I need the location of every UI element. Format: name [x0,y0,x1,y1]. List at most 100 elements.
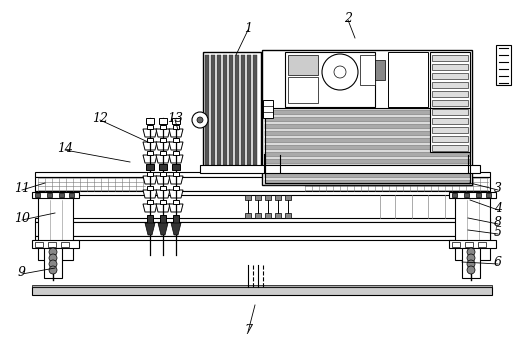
Bar [245,213,251,218]
Text: 12: 12 [92,112,108,125]
Bar [465,242,473,247]
Bar [69,193,74,197]
Bar [159,118,167,124]
Bar [388,52,428,107]
Bar [160,186,166,190]
Bar [432,118,468,124]
Bar [265,173,470,178]
Bar [262,50,472,185]
Circle shape [197,117,203,123]
Bar [265,145,470,150]
Polygon shape [156,204,170,212]
Bar [486,193,491,197]
Bar [160,138,166,142]
Text: 9: 9 [18,265,26,279]
Bar [173,215,179,223]
Bar [455,195,490,260]
Bar [265,159,470,164]
Polygon shape [169,142,183,150]
Bar [38,195,73,260]
Bar [449,192,496,198]
Text: 6: 6 [494,256,502,269]
Bar [452,242,460,247]
Bar [35,218,490,222]
Bar [146,164,154,170]
Polygon shape [143,204,157,212]
Circle shape [49,254,57,262]
Polygon shape [145,223,155,235]
Bar [32,287,492,295]
Bar [464,193,469,197]
Text: 11: 11 [14,181,30,195]
Bar [265,117,470,122]
Circle shape [467,254,475,262]
Bar [432,136,468,142]
Bar [432,127,468,133]
Bar [265,195,271,200]
Polygon shape [156,176,170,184]
Text: 7: 7 [244,323,252,336]
Text: 13: 13 [167,112,183,125]
Text: 5: 5 [494,226,502,239]
Bar [288,55,318,75]
Bar [173,138,179,142]
Bar [211,55,215,165]
Polygon shape [169,190,183,198]
Bar [255,213,261,218]
Bar [147,172,153,176]
Bar [476,193,481,197]
Polygon shape [143,155,157,163]
Bar [432,109,468,115]
Bar [147,151,153,155]
Bar [160,151,166,155]
Bar [147,215,153,223]
Bar [217,55,221,165]
Bar [265,108,470,183]
Bar [265,213,271,218]
Bar [241,55,245,165]
Bar [173,200,179,204]
Bar [48,242,56,247]
Bar [285,213,291,218]
Text: 14: 14 [57,142,73,155]
Polygon shape [143,190,157,198]
Circle shape [467,248,475,256]
Bar [160,200,166,204]
Text: 1: 1 [244,22,252,35]
Bar [147,186,153,190]
Bar [478,242,486,247]
Circle shape [192,112,208,128]
Circle shape [49,266,57,274]
Polygon shape [169,155,183,163]
Polygon shape [169,176,183,184]
Bar [35,172,490,177]
Bar [205,55,209,165]
Bar [172,164,180,170]
Bar [173,186,179,190]
Bar [432,82,468,88]
Circle shape [467,260,475,268]
Bar [160,125,166,129]
Text: 8: 8 [494,215,502,228]
Bar [160,172,166,176]
Circle shape [467,266,475,274]
Bar [432,91,468,97]
Bar [265,138,470,143]
Bar [173,172,179,176]
Bar [44,248,62,278]
Polygon shape [169,129,183,137]
Bar [32,240,79,248]
Bar [462,248,480,278]
Bar [263,100,273,118]
Bar [265,180,470,185]
Bar [159,164,167,170]
Bar [265,124,470,129]
Bar [275,213,281,218]
Bar [200,165,480,173]
Bar [47,193,52,197]
Bar [255,195,261,200]
Bar [452,193,457,197]
Bar [432,100,468,106]
Bar [35,222,490,236]
Bar [235,55,239,165]
